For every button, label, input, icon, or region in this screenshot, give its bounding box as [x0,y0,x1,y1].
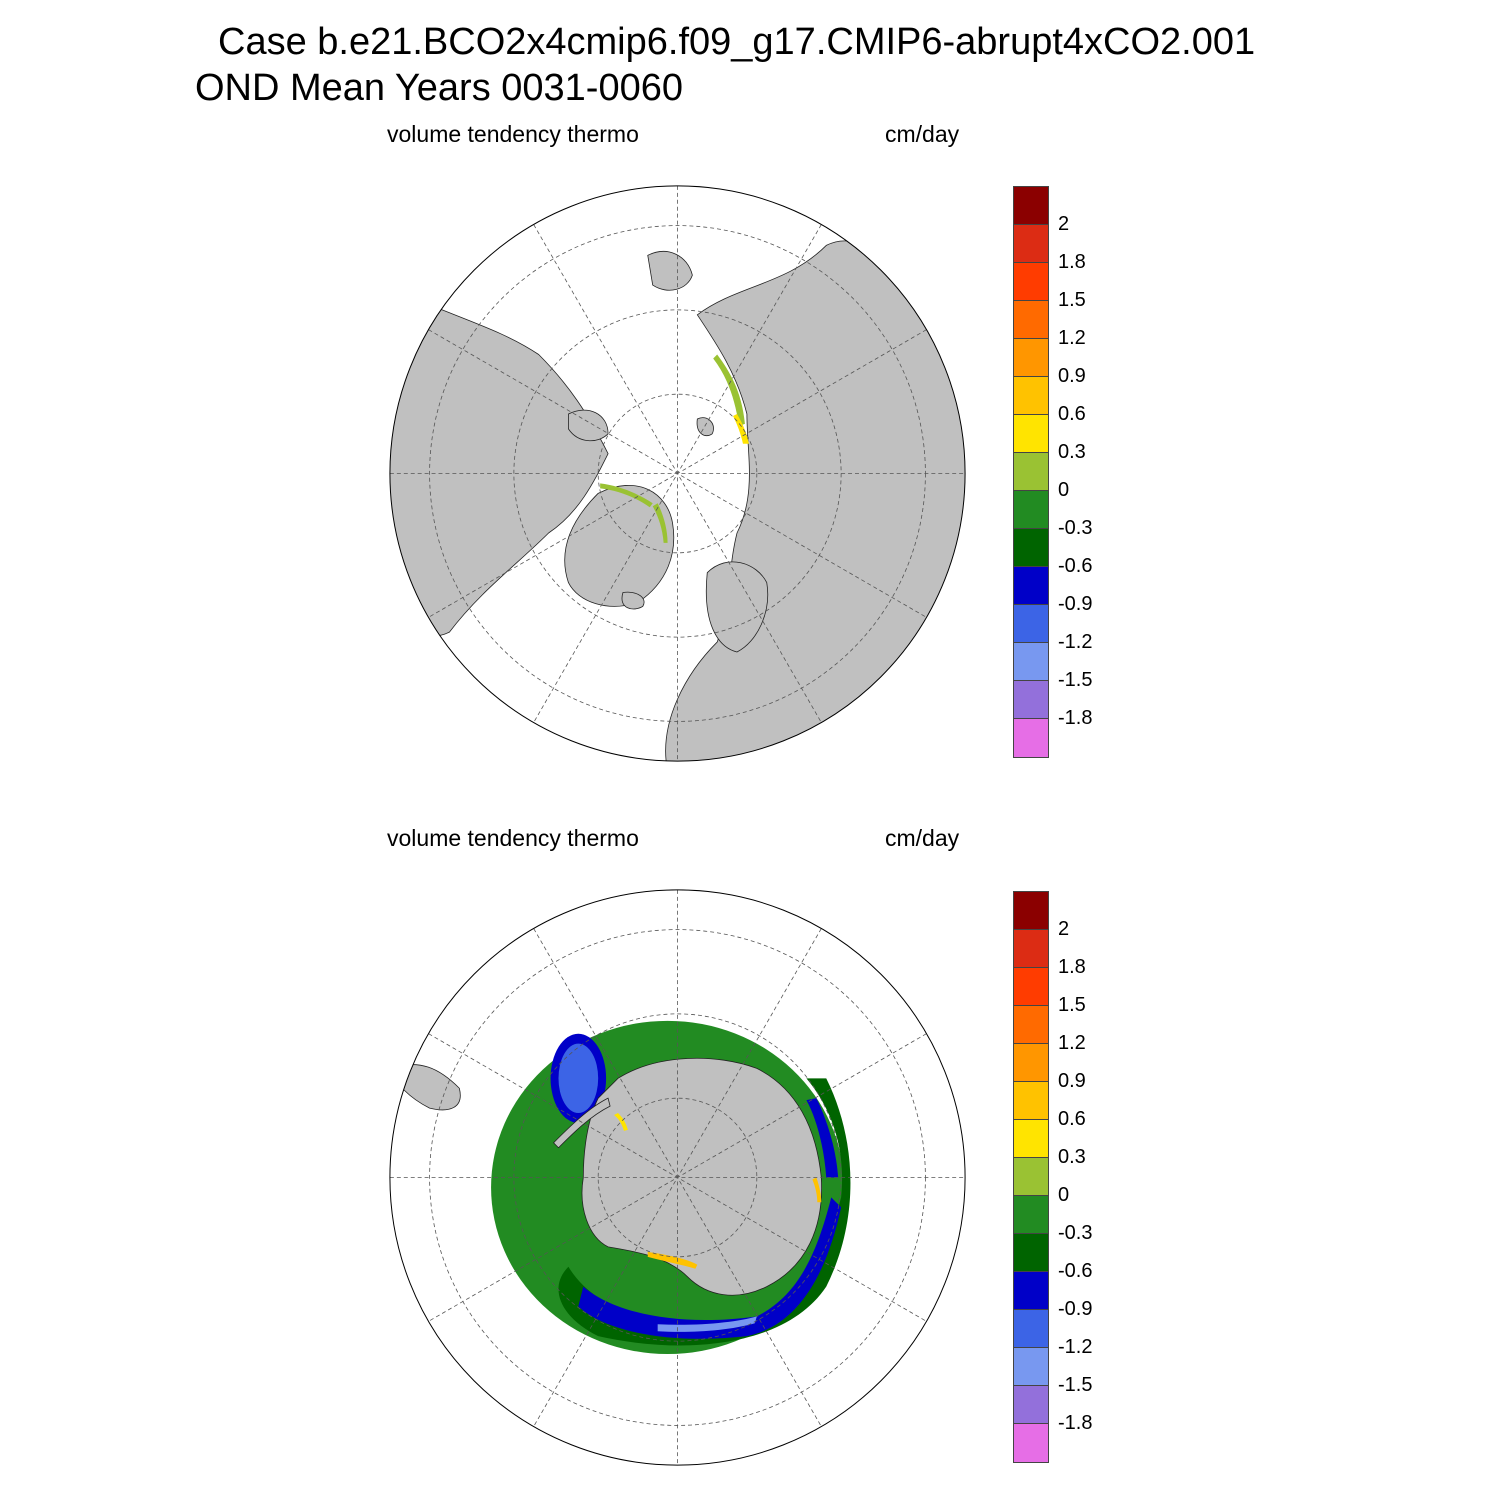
colorbar-swatch [1013,929,1049,969]
colorbar-tick-label: 2 [1058,918,1070,940]
scandinavia-landmass [705,561,769,653]
colorbar-tick-label: -0.9 [1058,1298,1093,1320]
colorbar-swatch [1013,452,1049,492]
north-units-label: cm/day [885,121,960,147]
antarctic-peninsula [552,1097,611,1149]
colorbar-swatch [1013,642,1049,682]
colorbar-swatch [1013,528,1049,568]
colorbar-tick-label: -1.8 [1058,1412,1093,1434]
colorbar-swatch [1013,262,1049,302]
canadian-archipelago [568,409,609,442]
colorbar-swatch [1013,414,1049,454]
colorbar-swatch [1013,891,1049,931]
colorbar-tick-label: -0.3 [1058,517,1093,539]
colorbar-swatch [1013,186,1049,226]
colorbar-swatch [1013,1157,1049,1197]
colorbar-tick-label: -0.9 [1058,593,1093,615]
colorbar-swatch [1013,1271,1049,1311]
south-polar-map [389,889,966,1466]
colorbar-tick-label: -1.5 [1058,669,1093,691]
colorbar-tick-label: 0 [1058,479,1070,501]
colorbar-tick-label: 0.9 [1058,365,1086,387]
colorbar-tick-label: 1.8 [1058,956,1086,978]
colorbar-tick-label: -1.2 [1058,631,1093,653]
south-positive-patches [614,1113,822,1269]
colorbar-swatch [1013,338,1049,378]
colorbar-tick-label: 1.2 [1058,1032,1086,1054]
south-graticule [389,889,966,1466]
figure-title-period: OND Mean Years 0031-0060 [195,67,683,109]
colorbar-tick-label: 0.6 [1058,403,1086,425]
antarctica-landmass [581,1057,822,1296]
colorbar-tick-label: -1.8 [1058,707,1093,729]
colorbar-swatch [1013,1005,1049,1045]
alaska-landmass [647,251,693,291]
colorbar-swatch [1013,1081,1049,1121]
south-units-label: cm/day [885,825,960,851]
north-land [389,240,966,762]
colorbar-tick-label: 1.5 [1058,994,1086,1016]
colorbar-swatch [1013,718,1049,758]
colorbar-swatch [1013,1385,1049,1425]
colorbar-tick-label: -0.6 [1058,1260,1093,1282]
north-america-landmass [389,304,609,637]
colorbar-swatch [1013,490,1049,530]
colorbar-swatch [1013,1347,1049,1387]
colorbar-tick-label: 1.2 [1058,327,1086,349]
colorbar-swatch [1013,1423,1049,1463]
colorbar-tick-label: 0 [1058,1184,1070,1206]
colorbar-swatch [1013,1309,1049,1349]
colorbar-swatch [1013,680,1049,720]
colorbar-tick-label: -1.5 [1058,1374,1093,1396]
colorbar-swatch [1013,1119,1049,1159]
south-variable-label: volume tendency thermo [387,825,639,851]
colorbar-tick-label: 2 [1058,213,1070,235]
colorbar-swatch [1013,566,1049,606]
colorbar-tick-label: -1.2 [1058,1336,1093,1358]
colorbar-swatch [1013,967,1049,1007]
colorbar-tick-label: 0.6 [1058,1108,1086,1130]
colorbar-swatch [1013,604,1049,644]
colorbar-tick-label: -0.3 [1058,1222,1093,1244]
ross-weddell-negative-band [558,1078,851,1346]
colorbar-tick-label: 0.3 [1058,1146,1086,1168]
colorbar-tick-label: 0.9 [1058,1070,1086,1092]
svalbard [696,417,714,437]
north-graticule [389,185,966,762]
colorbar-swatch [1013,300,1049,340]
colorbar-tick-label: 1.8 [1058,251,1086,273]
north-variable-label: volume tendency thermo [387,121,639,147]
colorbar-swatch [1013,1043,1049,1083]
colorbar-swatch [1013,1195,1049,1235]
colorbar-swatch [1013,224,1049,264]
north-polar-map [389,185,966,762]
colorbar-swatch [1013,376,1049,416]
colorbar-tick-label: -0.6 [1058,555,1093,577]
colorbar-swatch [1013,1233,1049,1273]
figure-title-case: Case b.e21.BCO2x4cmip6.f09_g17.CMIP6-abr… [218,21,1256,63]
colorbar-tick-label: 0.3 [1058,441,1086,463]
south-land [389,1057,822,1296]
iceland-landmass [621,591,645,610]
colorbar-tick-label: 1.5 [1058,289,1086,311]
